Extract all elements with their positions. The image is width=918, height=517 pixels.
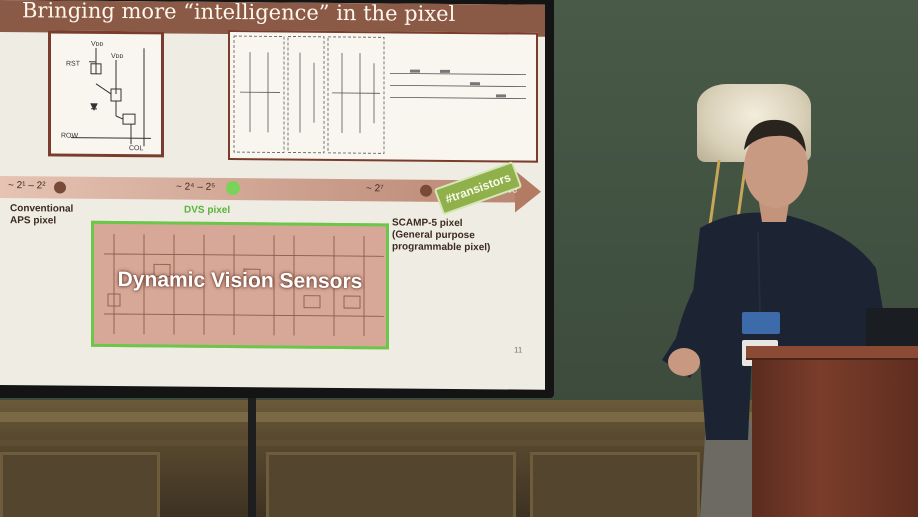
- lanyard-strap: [757, 231, 761, 313]
- podium: [752, 352, 918, 517]
- wood-panel: [530, 452, 700, 517]
- wood-panel: [0, 452, 160, 517]
- speaker-hair: [744, 119, 806, 152]
- presentation-slide: Bringing more “intelligence” in the pixe…: [0, 0, 545, 390]
- label-rst: RST: [66, 61, 81, 68]
- label-vdd-1: Vᴅᴅ: [91, 41, 104, 48]
- speaker-head: [744, 128, 808, 208]
- aps-circuit-schematic: Vᴅᴅ Vᴅᴅ RST ROW COL: [61, 41, 151, 152]
- label-vdd-2: Vᴅᴅ: [111, 53, 124, 60]
- screen-stand-pole: [248, 390, 256, 517]
- projection-screen: Bringing more “intelligence” in the pixe…: [0, 0, 554, 398]
- wood-panel: [266, 452, 516, 517]
- dvs-circuit-schematic: [104, 233, 384, 337]
- speaker-jeans: [700, 420, 760, 517]
- label-col: COL: [129, 145, 143, 152]
- label-row: ROW: [61, 133, 78, 140]
- panel-rail: [0, 440, 918, 446]
- speaker-hand: [668, 348, 700, 376]
- speaker-shirt: [690, 212, 890, 440]
- speaker-arm: [662, 260, 716, 378]
- laptop: [866, 308, 918, 350]
- dvs-circuit-diagram: Dynamic Vision Sensors: [91, 220, 389, 350]
- scamp-circuit-schematic: [233, 35, 526, 154]
- scamp-circuit-diagram: [228, 29, 538, 163]
- podium-top: [746, 346, 918, 360]
- aps-circuit-diagram: Vᴅᴅ Vᴅᴅ RST ROW COL: [48, 30, 164, 158]
- chair-rail: [0, 412, 918, 422]
- name-badge: [742, 312, 780, 334]
